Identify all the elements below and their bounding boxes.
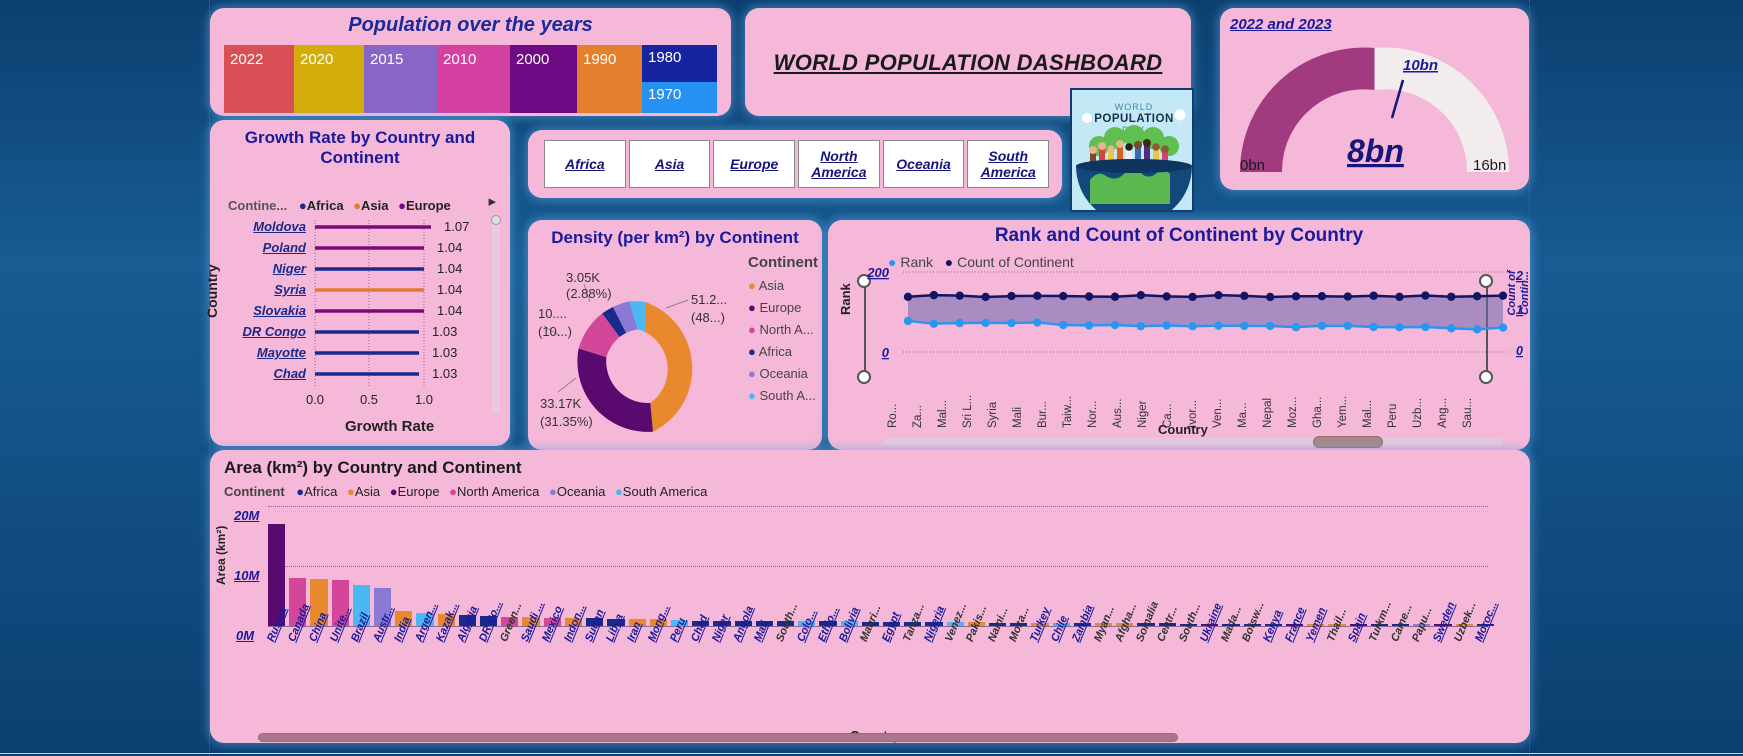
svg-text:200: 200 — [866, 265, 889, 280]
svg-text:Moz...: Moz... — [1287, 397, 1299, 428]
svg-text:1.0: 1.0 — [415, 392, 433, 407]
svg-text:Bur...: Bur... — [1037, 401, 1049, 428]
svg-text:2: 2 — [1515, 269, 1523, 283]
svg-text:Ro...: Ro... — [887, 404, 899, 428]
svg-text:Sau...: Sau... — [1462, 398, 1474, 428]
svg-text:Nepal: Nepal — [1262, 398, 1274, 428]
svg-text:0: 0 — [882, 345, 890, 360]
svg-text:Peru: Peru — [1387, 404, 1399, 428]
svg-text:Ven...: Ven... — [1212, 399, 1224, 428]
svg-text:Niger: Niger — [1137, 400, 1149, 428]
svg-text:10bn: 10bn — [1403, 57, 1438, 74]
svg-text:POPULATION: POPULATION — [1094, 113, 1174, 125]
svg-text:Aus...: Aus... — [1112, 399, 1124, 428]
svg-text:Taiw...: Taiw... — [1062, 396, 1074, 428]
svg-text:(10...): (10...) — [538, 324, 572, 339]
svg-text:0.5: 0.5 — [360, 392, 378, 407]
svg-text:0: 0 — [1516, 344, 1523, 358]
svg-text:Mali: Mali — [1012, 407, 1024, 428]
svg-text:Yem...: Yem... — [1337, 396, 1349, 428]
svg-text:0.0: 0.0 — [306, 392, 324, 407]
svg-text:Mal...: Mal... — [1362, 400, 1374, 428]
svg-text:1: 1 — [1516, 303, 1523, 317]
svg-text:Za...: Za... — [912, 405, 924, 428]
svg-text:(2.88%): (2.88%) — [566, 286, 612, 301]
svg-text:16bn: 16bn — [1473, 157, 1506, 174]
svg-text:WORLD: WORLD — [1115, 102, 1154, 112]
svg-text:Syria: Syria — [987, 401, 999, 428]
svg-text:3.05K: 3.05K — [566, 270, 600, 285]
svg-text:33.17K: 33.17K — [540, 396, 582, 411]
svg-text:Gha...: Gha... — [1312, 397, 1324, 428]
svg-text:(48...): (48...) — [691, 310, 725, 325]
svg-text:Ma...: Ma... — [1237, 402, 1249, 428]
svg-text:Ang...: Ang... — [1437, 398, 1449, 428]
svg-text:10....: 10.... — [538, 306, 567, 321]
svg-text:8bn: 8bn — [1347, 133, 1404, 169]
svg-text:Uzb...: Uzb... — [1412, 398, 1424, 428]
svg-text:Nor...: Nor... — [1087, 401, 1099, 428]
svg-text:51.2...: 51.2... — [691, 292, 727, 307]
svg-text:Mal...: Mal... — [937, 400, 949, 428]
svg-text:Sri L...: Sri L... — [962, 395, 974, 428]
svg-text:0bn: 0bn — [1240, 157, 1265, 174]
svg-text:(31.35%): (31.35%) — [540, 414, 593, 429]
